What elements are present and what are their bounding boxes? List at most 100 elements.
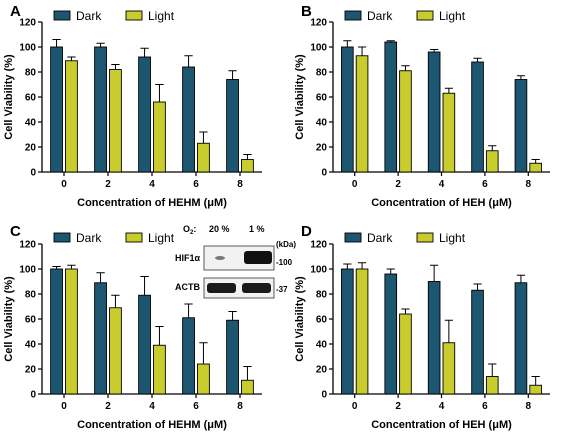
bar-light-4 <box>153 101 166 173</box>
y-tick-label: 60 <box>25 315 37 326</box>
y-tick-label: 80 <box>25 68 37 79</box>
y-tick-label: 100 <box>310 43 327 54</box>
x-tick-label: 0 <box>61 179 67 190</box>
bar-light-0 <box>355 268 369 395</box>
legend-swatch-light <box>125 10 143 21</box>
actb-band-lane1 <box>207 283 236 293</box>
y-tick-label: 80 <box>25 290 37 301</box>
bar-dark-2 <box>94 282 107 395</box>
y-tick-label: 0 <box>321 390 327 401</box>
y-tick-label: 120 <box>19 240 36 251</box>
y-tick-label: 100 <box>19 43 36 54</box>
x-tick-label: 6 <box>482 401 488 412</box>
x-tick-label: 4 <box>439 401 445 412</box>
hif1a-band-lane2 <box>244 251 272 264</box>
bar-light-6 <box>485 376 499 395</box>
legend-label-light: Light <box>148 231 175 245</box>
x-tick-label: 6 <box>482 179 488 190</box>
bar-dark-2 <box>94 46 107 173</box>
legend-label-dark: Dark <box>76 9 102 23</box>
x-tick-label: 0 <box>352 401 358 412</box>
western-blot-inset: O2: 20 % 1 % (kDa) HIF1α -100 ACTB -37 <box>175 224 296 299</box>
bar-dark-4 <box>138 294 151 395</box>
bar-light-4 <box>442 342 456 395</box>
panel-letter: A <box>10 3 21 20</box>
x-tick-label: 6 <box>193 179 199 190</box>
bar-dark-6 <box>182 66 195 173</box>
x-axis-title: Concentration of HEHM (μM) <box>77 197 227 209</box>
y-tick-label: 80 <box>316 290 328 301</box>
bar-light-0 <box>355 55 369 173</box>
y-tick-label: 60 <box>316 315 328 326</box>
bar-light-2 <box>399 70 412 173</box>
bar-light-0 <box>65 268 78 395</box>
x-tick-label: 6 <box>193 401 199 412</box>
bar-light-2 <box>399 313 412 395</box>
y-tick-label: 40 <box>25 340 37 351</box>
legend-label-light: Light <box>439 9 466 23</box>
x-tick-label: 8 <box>526 401 532 412</box>
x-tick-label: 2 <box>395 401 401 412</box>
bar-dark-0 <box>341 268 354 395</box>
bar-light-8 <box>241 159 254 173</box>
legend-swatch-dark <box>344 232 362 243</box>
y-tick-label: 60 <box>25 93 37 104</box>
legend-swatch-light <box>416 232 434 243</box>
y-tick-label: 40 <box>25 118 37 129</box>
lane-label-20: 20 % <box>209 224 230 234</box>
bar-light-4 <box>442 92 456 173</box>
bar-dark-8 <box>514 79 528 173</box>
panel-letter: B <box>301 3 312 20</box>
legend-swatch-dark <box>53 232 71 243</box>
hif1a-marker: -100 <box>276 258 293 267</box>
y-tick-label: 20 <box>25 365 37 376</box>
x-axis-title: Concentration of HEHM (μM) <box>77 419 227 431</box>
y-tick-label: 120 <box>19 18 36 29</box>
bar-light-8 <box>529 162 542 173</box>
y-axis-title: Cell Viability (%) <box>294 54 306 140</box>
x-tick-label: 4 <box>439 179 445 190</box>
o2-label: O2: <box>183 224 196 236</box>
x-tick-label: 8 <box>526 179 532 190</box>
y-tick-label: 40 <box>316 340 328 351</box>
y-tick-label: 100 <box>310 265 327 276</box>
legend-label-dark: Dark <box>367 231 393 245</box>
legend-swatch-dark <box>53 10 71 21</box>
y-tick-label: 120 <box>310 18 327 29</box>
x-tick-label: 8 <box>237 401 243 412</box>
y-tick-label: 20 <box>25 143 37 154</box>
bar-light-6 <box>485 150 499 173</box>
x-tick-label: 8 <box>237 179 243 190</box>
lane-label-1: 1 % <box>249 224 265 234</box>
y-axis-title: Cell Viability (%) <box>294 276 306 362</box>
y-tick-label: 60 <box>316 93 328 104</box>
bar-light-6 <box>197 142 210 173</box>
bar-light-0 <box>65 60 78 173</box>
bar-dark-6 <box>471 289 484 395</box>
panel-letter: C <box>10 223 21 240</box>
bar-dark-6 <box>471 61 484 173</box>
legend-label-dark: Dark <box>367 9 393 23</box>
y-tick-label: 0 <box>30 168 36 179</box>
y-tick-label: 80 <box>316 68 328 79</box>
x-tick-label: 4 <box>149 401 155 412</box>
legend-swatch-light <box>125 232 143 243</box>
bar-dark-4 <box>427 281 441 395</box>
bar-dark-4 <box>427 51 441 173</box>
y-tick-label: 0 <box>321 168 327 179</box>
bar-dark-8 <box>514 282 528 395</box>
bar-light-6 <box>197 363 210 395</box>
legend-swatch-dark <box>344 10 362 21</box>
legend-label-light: Light <box>439 231 466 245</box>
bar-light-8 <box>241 379 254 395</box>
x-tick-label: 0 <box>61 401 67 412</box>
x-axis-title: Concentration of HEH (μM) <box>371 419 512 431</box>
actb-label: ACTB <box>175 282 200 292</box>
actb-band-lane2 <box>242 283 271 293</box>
bar-light-2 <box>109 307 122 395</box>
legend-label-dark: Dark <box>76 231 102 245</box>
